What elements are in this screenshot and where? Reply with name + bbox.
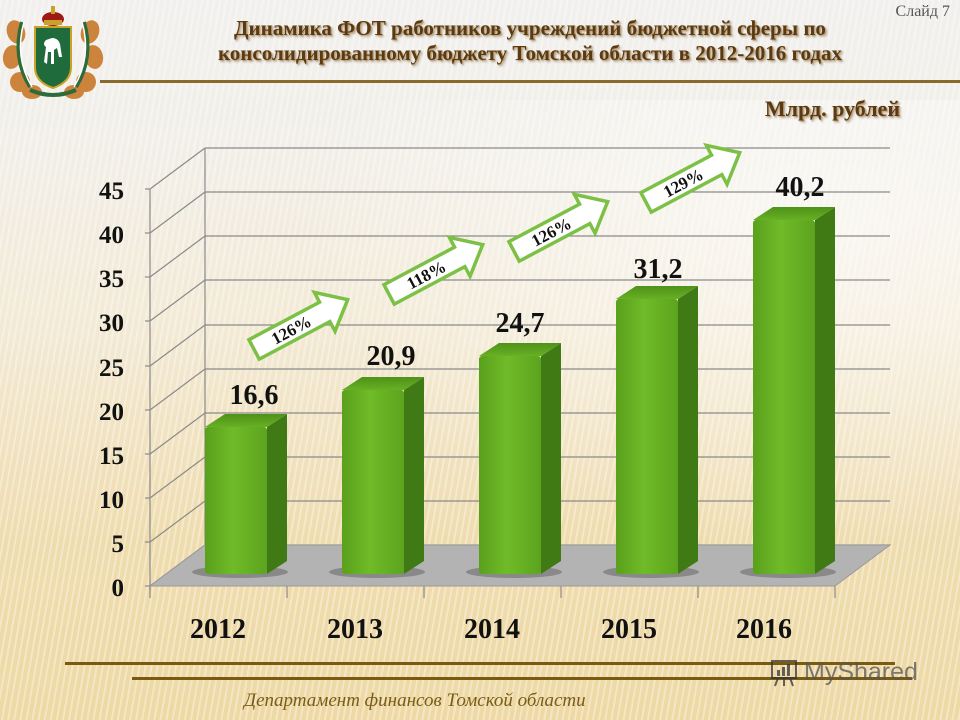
svg-text:2012: 2012 xyxy=(190,614,246,645)
svg-text:20: 20 xyxy=(99,399,124,426)
tomsk-coat-of-arms-icon xyxy=(2,6,104,99)
footer-text: Департамент финансов Томской области xyxy=(244,690,586,711)
growth-arrow-2015: 126% xyxy=(506,191,611,264)
value-labels: 16,6 20,9 24,7 31,2 40,2 xyxy=(230,172,825,411)
watermark: MyShared xyxy=(768,656,918,688)
value-label-2012: 16,6 xyxy=(230,380,279,411)
svg-text:45: 45 xyxy=(99,178,124,205)
svg-text:10: 10 xyxy=(99,487,124,514)
y-axis-labels: 0 5 10 15 20 25 30 35 40 45 xyxy=(99,178,124,602)
bar-2012 xyxy=(192,414,288,578)
x-axis-labels: 2012 2013 2014 2015 2016 xyxy=(190,614,792,645)
watermark-text: MyShared xyxy=(804,657,918,686)
bar-2014 xyxy=(466,343,562,578)
value-label-2016: 40,2 xyxy=(776,172,825,203)
svg-text:5: 5 xyxy=(112,531,125,558)
svg-text:25: 25 xyxy=(99,355,124,382)
svg-text:40: 40 xyxy=(99,222,124,249)
title-divider xyxy=(100,80,960,83)
svg-text:30: 30 xyxy=(99,310,124,337)
slide-title-line1: Динамика ФОТ работников учреждений бюдже… xyxy=(234,16,826,40)
slide-title: Динамика ФОТ работников учреждений бюдже… xyxy=(100,16,960,66)
growth-arrow-2016: 129% xyxy=(638,142,743,215)
svg-text:2014: 2014 xyxy=(464,614,520,645)
units-label: Млрд. рублей xyxy=(764,96,900,121)
slide-number: Слайд 7 xyxy=(895,3,950,20)
svg-text:2013: 2013 xyxy=(327,614,383,645)
svg-text:2016: 2016 xyxy=(736,614,792,645)
presentation-board-icon xyxy=(771,660,797,687)
svg-text:35: 35 xyxy=(99,266,124,293)
growth-arrow-2014: 118% xyxy=(381,234,486,307)
svg-text:2015: 2015 xyxy=(601,614,657,645)
bar-2013 xyxy=(329,377,425,578)
footer-divider-bottom xyxy=(132,677,912,680)
svg-text:15: 15 xyxy=(99,443,124,470)
footer-divider-top xyxy=(65,662,895,665)
bar-2016 xyxy=(740,207,836,578)
slide-title-line2: консолидированному бюджету Томской облас… xyxy=(217,41,843,65)
value-label-2014: 24,7 xyxy=(496,308,545,339)
svg-text:0: 0 xyxy=(112,575,125,602)
value-label-2015: 31,2 xyxy=(634,254,683,285)
bar-2015 xyxy=(603,286,699,578)
value-label-2013: 20,9 xyxy=(367,341,416,372)
